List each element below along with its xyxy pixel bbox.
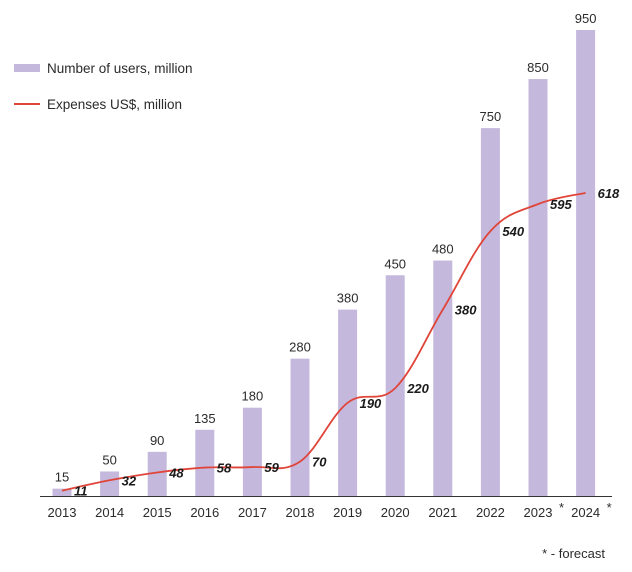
- x-tick-label: 2016: [190, 505, 219, 520]
- x-tick-label: 2018: [286, 505, 315, 520]
- expense-value-label: 58: [217, 461, 232, 476]
- x-tick-label: 2014: [95, 505, 124, 520]
- bar-value-label: 50: [102, 452, 116, 467]
- forecast-asterisk: *: [559, 500, 564, 515]
- bar-users-2015: [147, 451, 167, 496]
- bar-value-label: 15: [55, 470, 69, 485]
- x-tick-label: 2023: [524, 505, 553, 520]
- bar-users-2016: [195, 429, 215, 496]
- legend-line-swatch: [14, 103, 40, 105]
- bar-value-label: 750: [480, 109, 502, 124]
- bar-users-2020: [385, 275, 405, 496]
- x-tick-label: 2022: [476, 505, 505, 520]
- expense-value-label: 595: [550, 197, 572, 212]
- bar-value-label: 850: [527, 60, 549, 75]
- x-tick-label: 2017: [238, 505, 267, 520]
- forecast-asterisk: *: [607, 500, 612, 515]
- x-tick-label: 2019: [333, 505, 362, 520]
- x-tick-label: 2015: [143, 505, 172, 520]
- expense-value-label: 220: [406, 381, 429, 396]
- bar-users-2013: [52, 488, 72, 496]
- expense-value-label: 380: [455, 303, 477, 318]
- bar-value-label: 90: [150, 433, 164, 448]
- forecast-footnote: * - forecast: [542, 546, 605, 561]
- x-tick-label: 2020: [381, 505, 410, 520]
- legend-bar-swatch: [14, 64, 40, 72]
- expense-value-label: 70: [312, 455, 327, 470]
- bar-value-label: 135: [194, 411, 216, 426]
- bar-value-label: 450: [384, 256, 406, 271]
- x-tick-label: 2024: [571, 505, 600, 520]
- expense-value-label: 11: [74, 484, 88, 499]
- legend-item-users: Number of users, million: [14, 58, 193, 78]
- x-tick-label: 2013: [48, 505, 77, 520]
- expense-value-label: 32: [122, 473, 137, 488]
- bar-users-2021: [433, 260, 453, 496]
- expense-value-label: 190: [360, 396, 382, 411]
- bar-users-2023: [528, 79, 548, 496]
- bar-value-label: 280: [289, 340, 311, 355]
- legend-item-expenses: Expenses US$, million: [14, 94, 193, 114]
- expense-value-label: 540: [502, 224, 524, 239]
- bar-users-2017: [242, 407, 262, 496]
- legend: Number of users, million Expenses US$, m…: [14, 58, 193, 130]
- bar-value-label: 380: [337, 291, 359, 306]
- expense-value-label: 618: [598, 186, 620, 201]
- expense-value-label: 59: [264, 460, 279, 475]
- bar-value-label: 950: [575, 11, 597, 26]
- bar-users-2014: [100, 471, 120, 496]
- bar-users-2022: [480, 128, 500, 496]
- expense-value-label: 48: [168, 465, 184, 480]
- legend-label-expenses: Expenses US$, million: [47, 96, 183, 112]
- legend-label-users: Number of users, million: [47, 60, 193, 76]
- bar-value-label: 480: [432, 242, 454, 257]
- bar-users-2018: [290, 358, 310, 496]
- x-tick-label: 2021: [428, 505, 457, 520]
- bar-value-label: 180: [242, 389, 264, 404]
- expenses-line: [61, 191, 586, 492]
- bar-users-2024: [576, 30, 596, 496]
